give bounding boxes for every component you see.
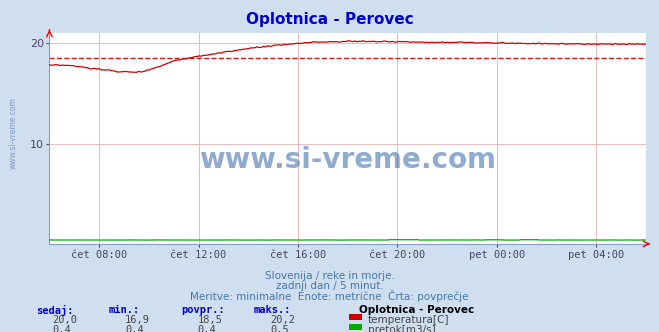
Text: 0,4: 0,4: [125, 325, 144, 332]
Text: 18,5: 18,5: [198, 315, 223, 325]
Text: 20,0: 20,0: [53, 315, 78, 325]
Text: 0,5: 0,5: [270, 325, 289, 332]
Text: maks.:: maks.:: [254, 305, 291, 315]
Text: pretok[m3/s]: pretok[m3/s]: [368, 325, 436, 332]
Text: Oplotnica - Perovec: Oplotnica - Perovec: [359, 305, 474, 315]
Text: temperatura[C]: temperatura[C]: [368, 315, 449, 325]
Text: min.:: min.:: [109, 305, 140, 315]
Text: 16,9: 16,9: [125, 315, 150, 325]
Text: Oplotnica - Perovec: Oplotnica - Perovec: [246, 12, 413, 27]
Text: Meritve: minimalne  Enote: metrične  Črta: povprečje: Meritve: minimalne Enote: metrične Črta:…: [190, 290, 469, 302]
Text: www.si-vreme.com: www.si-vreme.com: [9, 97, 18, 169]
Text: povpr.:: povpr.:: [181, 305, 225, 315]
Text: sedaj:: sedaj:: [36, 305, 74, 316]
Text: Slovenija / reke in morje.: Slovenija / reke in morje.: [264, 271, 395, 281]
Text: 0,4: 0,4: [53, 325, 71, 332]
Text: 0,4: 0,4: [198, 325, 216, 332]
Text: zadnji dan / 5 minut.: zadnji dan / 5 minut.: [275, 281, 384, 290]
Text: www.si-vreme.com: www.si-vreme.com: [199, 146, 496, 174]
Text: 20,2: 20,2: [270, 315, 295, 325]
